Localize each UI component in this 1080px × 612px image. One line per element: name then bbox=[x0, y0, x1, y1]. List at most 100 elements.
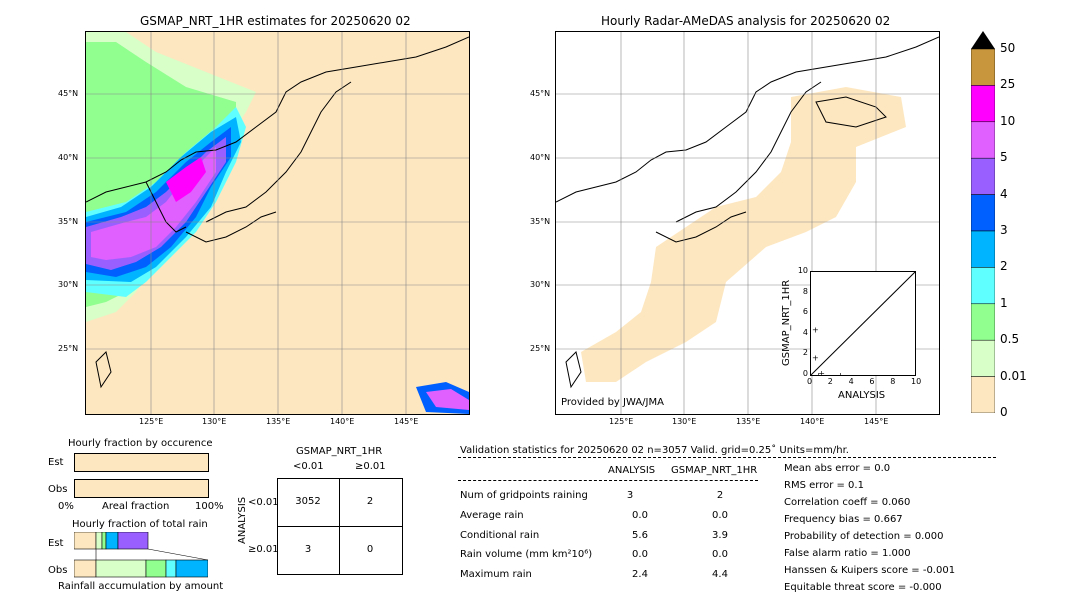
right-lon-130: 130°E bbox=[672, 417, 697, 426]
scatter-xtick: 0 bbox=[807, 377, 813, 386]
col-gsmap: GSMAP_NRT_1HR bbox=[671, 465, 758, 476]
colorbar-swatch bbox=[970, 48, 996, 86]
row-label: Average rain bbox=[460, 510, 524, 521]
colorbar-swatch bbox=[970, 339, 996, 377]
scatter-xtick: 8 bbox=[890, 377, 896, 386]
row-gsmap: 3.9 bbox=[712, 530, 728, 541]
right-lat-30: 30°N bbox=[530, 280, 551, 289]
colorbar-label: 0.01 bbox=[1000, 368, 1027, 383]
row-analysis: 2.4 bbox=[632, 569, 648, 580]
contingency-table bbox=[277, 478, 403, 575]
total-rain-title: Hourly fraction of total rain bbox=[72, 519, 208, 530]
colorbar-arrow bbox=[971, 31, 995, 49]
left-lat-35: 35°N bbox=[58, 217, 79, 226]
occurrence-axis-mid: Areal fraction bbox=[102, 501, 170, 512]
colorbar-label: 2 bbox=[1000, 259, 1008, 274]
scatter-plot: +++++ bbox=[810, 271, 916, 380]
colorbar-label: 50 bbox=[1000, 41, 1016, 55]
contingency-cell-fn: 3 bbox=[304, 544, 312, 555]
table-divider bbox=[458, 480, 758, 481]
scatter-point: + bbox=[812, 326, 819, 335]
scatter-xtick: 4 bbox=[848, 377, 854, 386]
occurrence-est-label: Est bbox=[48, 457, 64, 468]
row-label: Rain volume (mm km²10⁶) bbox=[460, 549, 593, 560]
left-lat-40: 40°N bbox=[58, 153, 79, 162]
left-lon-130: 130°E bbox=[202, 417, 227, 426]
right-lon-140: 140°E bbox=[800, 417, 825, 426]
total-rain-est-label: Est bbox=[48, 538, 64, 549]
contingency-title: GSMAP_NRT_1HR bbox=[296, 446, 383, 457]
header-divider bbox=[458, 457, 996, 458]
colorbar-label: 10 bbox=[1000, 113, 1016, 128]
score-line: Frequency bias = 0.667 bbox=[784, 514, 903, 525]
scatter-ytick: 4 bbox=[802, 327, 808, 337]
contingency-col-ge: ≥0.01 bbox=[355, 461, 386, 472]
left-map bbox=[85, 31, 470, 415]
colorbar-label: 0.5 bbox=[1000, 332, 1020, 347]
occurrence-axis-right: 100% bbox=[195, 501, 224, 512]
contingency-cell-tp: 0 bbox=[366, 544, 374, 555]
occurrence-title: Hourly fraction by occurence bbox=[68, 438, 213, 449]
colorbar-swatch bbox=[970, 303, 996, 341]
score-line: Mean abs error = 0.0 bbox=[784, 463, 891, 474]
total-rain-footer: Rainfall accumulation by amount bbox=[58, 581, 224, 592]
occurrence-est-bar bbox=[74, 453, 209, 472]
right-lat-45: 45°N bbox=[530, 89, 551, 98]
contingency-row-ge: ≥0.01 bbox=[248, 544, 279, 555]
right-lat-35: 35°N bbox=[530, 217, 551, 226]
colorbar-swatch bbox=[970, 157, 996, 195]
scatter-point: + bbox=[837, 371, 844, 375]
colorbar-label: 25 bbox=[1000, 77, 1016, 92]
scatter-xlabel: ANALYSIS bbox=[838, 390, 886, 401]
score-line: Probability of detection = 0.000 bbox=[784, 531, 944, 542]
row-analysis: 3 bbox=[626, 490, 634, 501]
colorbar-swatch bbox=[970, 230, 996, 268]
score-line: Correlation coeff = 0.060 bbox=[784, 497, 911, 508]
row-analysis: 0.0 bbox=[632, 510, 648, 521]
row-label: Num of gridpoints raining bbox=[460, 490, 588, 501]
scatter-ytick: 2 bbox=[802, 348, 808, 358]
right-lon-145: 145°E bbox=[864, 417, 889, 426]
left-lon-140: 140°E bbox=[330, 417, 355, 426]
contingency-cell-fp: 2 bbox=[366, 496, 374, 507]
row-gsmap: 0.0 bbox=[712, 549, 728, 560]
left-lat-30: 30°N bbox=[58, 280, 79, 289]
left-lon-125: 125°E bbox=[139, 417, 164, 426]
colorbar-swatch bbox=[970, 376, 996, 414]
left-lat-25: 25°N bbox=[58, 344, 79, 353]
colorbar-swatch bbox=[970, 85, 996, 123]
colorbar-swatch bbox=[970, 121, 996, 159]
contingency-row-axis: ANALYSIS bbox=[237, 496, 248, 544]
scatter-point: + bbox=[818, 369, 825, 375]
validation-header: Validation statistics for 20250620 02 n=… bbox=[460, 445, 849, 456]
scatter-point: + bbox=[812, 353, 819, 362]
contingency-col-lt: <0.01 bbox=[293, 461, 324, 472]
colorbar-label: 5 bbox=[1000, 150, 1008, 165]
right-map-title: Hourly Radar-AMeDAS analysis for 2025062… bbox=[601, 14, 891, 28]
colorbar-swatch bbox=[970, 267, 996, 305]
colorbar bbox=[970, 31, 996, 414]
colorbar-label: 4 bbox=[1000, 186, 1008, 201]
scatter-xtick: 10 bbox=[911, 377, 922, 386]
scatter-inset: +++++ bbox=[810, 271, 916, 380]
scatter-ytick: 8 bbox=[802, 286, 808, 296]
row-gsmap: 2 bbox=[716, 490, 724, 501]
score-line: Hanssen & Kuipers score = -0.001 bbox=[784, 565, 956, 576]
right-lon-125: 125°E bbox=[609, 417, 634, 426]
total-rain-obs-label: Obs bbox=[48, 565, 68, 576]
row-analysis: 0.0 bbox=[632, 549, 648, 560]
left-lon-135: 135°E bbox=[266, 417, 291, 426]
occurrence-axis-left: 0% bbox=[58, 501, 74, 512]
colorbar-label: 3 bbox=[1000, 223, 1008, 237]
col-analysis: ANALYSIS bbox=[608, 465, 656, 476]
diagonal-line bbox=[810, 271, 916, 376]
scatter-ytick: 6 bbox=[802, 307, 808, 317]
total-rain-chart bbox=[73, 531, 209, 580]
colorbar-label: 1 bbox=[1000, 295, 1008, 310]
scatter-ytick: 10 bbox=[797, 266, 808, 275]
left-lat-45: 45°N bbox=[58, 89, 79, 98]
scatter-ylabel: GSMAP_NRT_1HR bbox=[781, 279, 792, 366]
left-lon-145: 145°E bbox=[394, 417, 419, 426]
row-label: Maximum rain bbox=[460, 569, 532, 580]
row-analysis: 5.6 bbox=[632, 530, 648, 541]
